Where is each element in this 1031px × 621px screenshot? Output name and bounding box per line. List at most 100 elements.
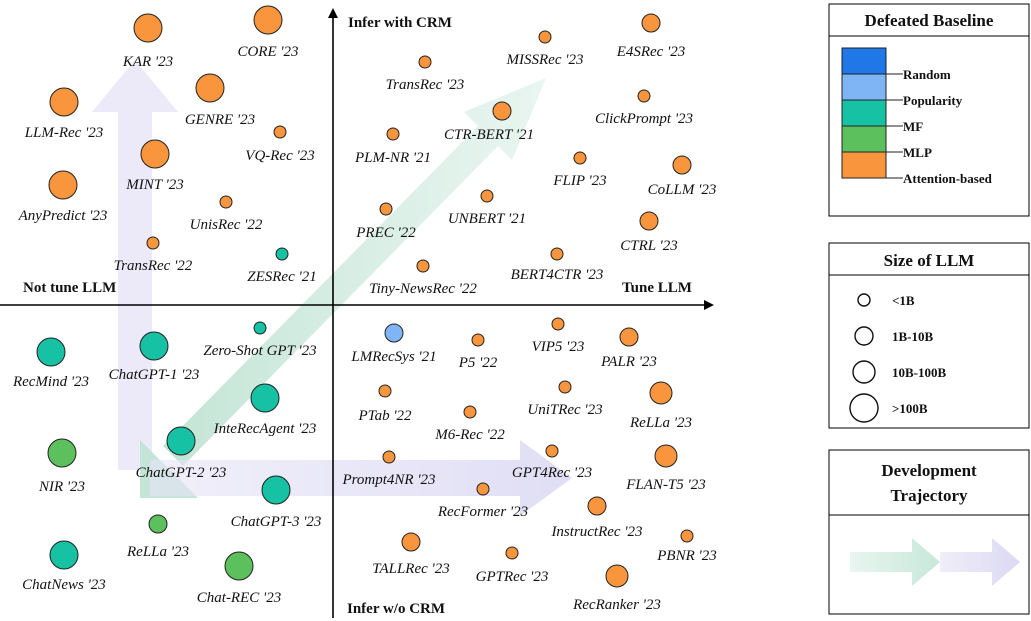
legend-baseline-label: Random — [903, 67, 951, 82]
model-point-marker — [219, 195, 233, 209]
model-point-marker — [641, 13, 661, 33]
model-point-label: Zero-Shot GPT '23 — [203, 343, 316, 359]
model-point-label: PTab '22 — [357, 408, 412, 424]
model-point-label: UniTRec '23 — [527, 402, 602, 418]
model-point-marker — [49, 540, 79, 570]
model-point-label: Tiny-NewsRec '22 — [369, 281, 477, 297]
model-point-label: TransRec '23 — [386, 77, 465, 93]
legend-size-marker — [857, 293, 871, 307]
model-point-label: GPT4Rec '23 — [512, 465, 592, 481]
legend-baseline-title: Defeated Baseline — [865, 11, 994, 30]
model-point-label: CTR-BERT '21 — [444, 127, 534, 143]
model-point-marker — [573, 151, 587, 165]
model-point-marker — [587, 496, 607, 516]
legend-baseline-swatch — [841, 125, 887, 153]
model-point-marker — [148, 514, 168, 534]
model-point-marker — [558, 380, 572, 394]
model-point-marker — [36, 337, 66, 367]
model-point-label: ChatGPT-2 '23 — [136, 465, 227, 481]
model-point-label: ReLLa '23 — [629, 415, 692, 431]
model-point-label: GPTRec '23 — [476, 569, 549, 585]
model-point-label: PREC '22 — [355, 225, 416, 241]
model-point-marker — [47, 438, 77, 468]
legend-baseline-label: MF — [903, 119, 923, 134]
model-point-marker — [550, 247, 564, 261]
legend-trajectory-arrow-purple — [940, 538, 1020, 586]
model-point-label: GENRE '23 — [185, 112, 255, 128]
legend-size: Size of LLM <1B 1B-10B 10B-100B >100B — [828, 242, 1030, 429]
legend-baseline-swatch — [841, 47, 887, 75]
legend-size-label: <1B — [892, 293, 915, 308]
model-point-label: PALR '23 — [600, 354, 657, 370]
model-point-label: ReLLa '23 — [126, 544, 189, 560]
legend-baseline-label: Attention-based — [903, 171, 993, 186]
model-point-label: AnyPredict '23 — [18, 208, 108, 224]
legend-trajectory-arrow-green — [850, 538, 940, 586]
model-point-marker — [480, 189, 494, 203]
model-point-marker — [680, 529, 694, 543]
model-point-marker — [416, 259, 430, 273]
legend-size-marker — [849, 393, 879, 423]
model-point-label: CORE '23 — [237, 44, 298, 60]
model-point-label: RecFormer '23 — [437, 504, 528, 520]
legend-trajectory-title-2: Trajectory — [890, 486, 968, 505]
legend-baseline-swatch — [841, 73, 887, 101]
model-point-label: P5 '22 — [458, 355, 498, 371]
model-point-marker — [654, 444, 678, 468]
model-point-label: ChatNews '23 — [22, 577, 106, 593]
model-point-label: ClickPrompt '23 — [595, 111, 693, 127]
model-point-marker — [379, 202, 393, 216]
model-point-marker — [382, 450, 396, 464]
model-point-label: FLAN-T5 '23 — [625, 477, 705, 493]
model-point-label: BERT4CTR '23 — [511, 267, 604, 283]
model-point-marker — [253, 5, 283, 35]
model-point-marker — [492, 101, 512, 121]
model-point-label: VIP5 '23 — [532, 339, 585, 355]
model-point-label: TransRec '22 — [114, 258, 193, 274]
legend-size-label: 10B-100B — [892, 365, 947, 380]
model-point-label: LMRecSys '21 — [350, 349, 436, 365]
model-point-marker — [418, 55, 432, 69]
model-point-label: PBNR '23 — [656, 548, 716, 564]
model-point-label: RecRanker '23 — [572, 597, 661, 613]
trajectory-arrow-diagonal — [163, 78, 546, 466]
model-point-marker — [476, 482, 490, 496]
model-point-marker — [261, 475, 291, 505]
model-point-label: Prompt4NR '23 — [341, 472, 435, 488]
model-point-label: InstructRec '23 — [550, 524, 642, 540]
legend-baseline: Defeated Baseline Random Popularity MF MLP A… — [828, 3, 1030, 217]
model-point-marker — [545, 444, 559, 458]
model-point-label: UnisRec '22 — [190, 217, 263, 233]
model-point-label: LLM-Rec '23 — [24, 125, 104, 141]
model-point-label: CTRL '23 — [620, 238, 678, 254]
model-point-label: E4SRec '23 — [616, 44, 686, 60]
model-point-marker — [195, 73, 225, 103]
model-point-marker — [637, 89, 651, 103]
legend-trajectory-box — [828, 449, 1030, 615]
quadrant-axes: Infer with CRM Infer w/o CRM Not tune LL… — [0, 8, 714, 618]
model-point-label: PLM-NR '21 — [354, 150, 431, 166]
model-point-marker — [140, 139, 170, 169]
model-point-label: MISSRec '23 — [506, 52, 584, 68]
model-point-label: ZESRec '21 — [247, 269, 316, 285]
model-point-marker — [275, 247, 289, 261]
model-point-marker — [253, 321, 267, 335]
legend-size-label: >100B — [892, 401, 928, 416]
model-point-marker — [639, 211, 659, 231]
model-point-marker — [378, 384, 392, 398]
model-point-marker — [146, 236, 160, 250]
model-point-marker — [384, 323, 404, 343]
model-point-label: ChatGPT-1 '23 — [109, 367, 200, 383]
model-point-label: RecMind '23 — [12, 374, 89, 390]
model-point-marker — [538, 30, 552, 44]
legend-trajectory: Development Trajectory — [828, 449, 1030, 615]
model-point-marker — [273, 125, 287, 139]
trajectory-arrow-right — [150, 440, 572, 516]
model-point-marker — [166, 426, 196, 456]
axis-label-left: Not tune LLM — [23, 280, 116, 296]
model-point-marker — [224, 551, 254, 581]
model-point-marker — [463, 405, 477, 419]
model-point-label: Chat-REC '23 — [197, 590, 281, 606]
